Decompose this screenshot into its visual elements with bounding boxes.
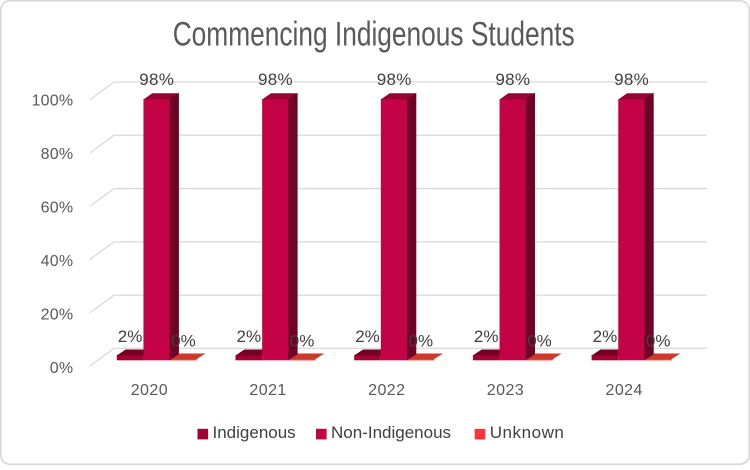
svg-text:98%: 98% — [614, 70, 649, 89]
svg-text:Non-Indigenous: Non-Indigenous — [331, 423, 451, 442]
svg-text:2%: 2% — [474, 327, 499, 346]
svg-text:Unknown: Unknown — [490, 423, 565, 442]
svg-text:0%: 0% — [527, 331, 552, 350]
svg-text:0%: 0% — [290, 331, 315, 350]
svg-text:20%: 20% — [41, 306, 74, 323]
svg-text:2021: 2021 — [249, 382, 286, 399]
svg-text:2023: 2023 — [487, 382, 524, 399]
svg-text:2%: 2% — [593, 327, 618, 346]
svg-text:2024: 2024 — [605, 382, 642, 399]
svg-text:Indigenous: Indigenous — [213, 423, 296, 442]
svg-text:0%: 0% — [50, 360, 74, 377]
svg-text:2020: 2020 — [131, 382, 168, 399]
svg-text:2%: 2% — [118, 327, 143, 346]
svg-text:80%: 80% — [41, 146, 74, 163]
svg-text:2%: 2% — [355, 327, 380, 346]
svg-text:0%: 0% — [646, 331, 671, 350]
svg-text:98%: 98% — [139, 70, 174, 89]
svg-text:0%: 0% — [171, 331, 196, 350]
svg-text:Commencing Indigenous Students: Commencing Indigenous Students — [173, 15, 575, 53]
svg-text:98%: 98% — [495, 70, 530, 89]
svg-text:0%: 0% — [409, 331, 434, 350]
svg-text:100%: 100% — [32, 93, 74, 110]
svg-text:60%: 60% — [41, 200, 74, 217]
svg-text:40%: 40% — [41, 253, 74, 270]
svg-text:98%: 98% — [377, 70, 412, 89]
svg-text:2022: 2022 — [368, 382, 405, 399]
svg-text:98%: 98% — [258, 70, 293, 89]
svg-text:2%: 2% — [237, 327, 262, 346]
